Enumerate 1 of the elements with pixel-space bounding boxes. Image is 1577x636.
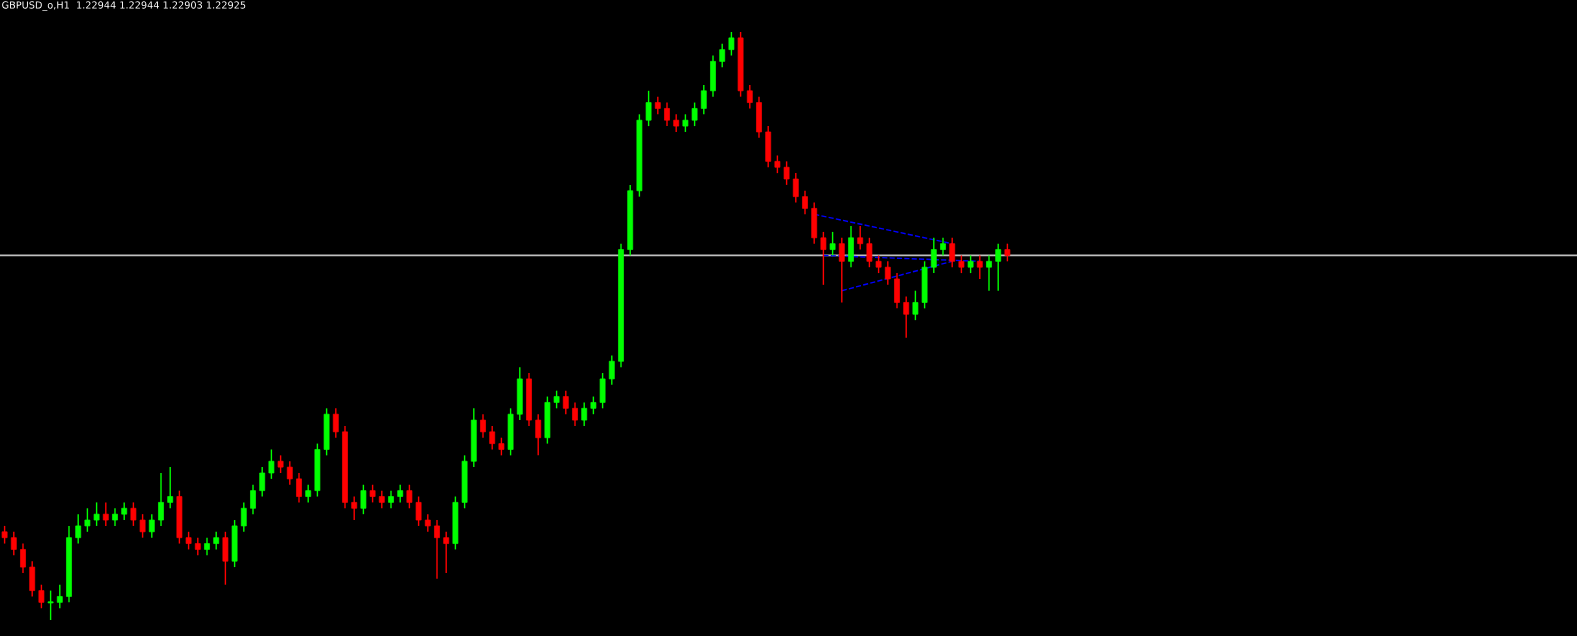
chart-title: GBPUSD_o,H1 1.22944 1.22944 1.22903 1.22925 (2, 1, 246, 11)
